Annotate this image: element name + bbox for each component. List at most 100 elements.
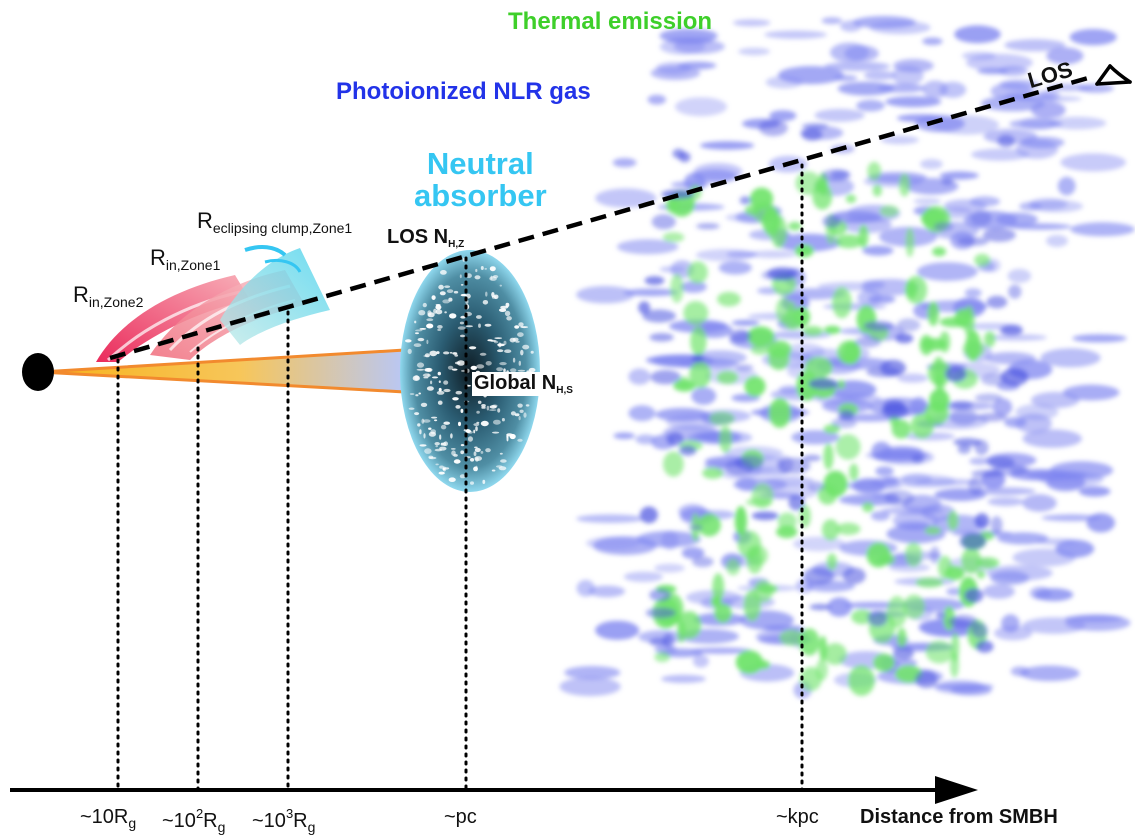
nlr-cloud-blob xyxy=(997,66,1028,77)
absorber-speckle xyxy=(428,427,432,430)
nlr-cloud-blob xyxy=(779,288,846,300)
thermal-cloud-blob xyxy=(702,467,724,479)
nlr-dense-blob xyxy=(976,412,1008,422)
absorber-speckle xyxy=(456,360,465,366)
thermal-cloud-blob xyxy=(950,652,959,678)
absorber-speckle xyxy=(499,284,502,287)
absorber-speckle xyxy=(467,436,473,442)
r-in-zone2-main: R xyxy=(73,282,89,307)
nlr-dense-blob xyxy=(644,276,665,286)
nlr-cloud-blob xyxy=(647,94,666,105)
nlr-dense-blob xyxy=(822,215,842,228)
nlr-dense-blob xyxy=(638,301,651,315)
nlr-dense-blob xyxy=(645,607,676,619)
absorber-speckle xyxy=(506,316,512,321)
thermal-cloud-blob xyxy=(654,651,671,663)
absorber-speckle xyxy=(466,273,472,279)
thermal-cloud-blob xyxy=(670,273,684,303)
nlr-cloud-blob xyxy=(900,473,933,486)
nlr-cloud-blob xyxy=(661,530,679,550)
absorber-speckle xyxy=(439,446,447,451)
tick-10rg-text: ~10R xyxy=(80,806,129,828)
thermal-cloud-blob xyxy=(935,373,945,393)
nlr-dense-blob xyxy=(933,221,954,232)
absorber-speckle xyxy=(415,329,423,332)
nlr-cloud-blob xyxy=(655,407,710,422)
tick-1000rg: ~103Rg xyxy=(252,806,315,835)
nlr-cloud-blob xyxy=(1046,234,1068,247)
tick-1000rg-sub: g xyxy=(307,819,316,835)
thermal-cloud-blob xyxy=(821,519,840,541)
nlr-dense-blob xyxy=(884,490,915,506)
absorber-speckle xyxy=(494,337,503,339)
nlr-cloud-blob xyxy=(916,262,978,281)
nlr-dense-blob xyxy=(724,459,754,476)
nlr-dense-blob xyxy=(949,408,978,426)
absorber-speckle xyxy=(439,465,444,469)
absorber-speckle xyxy=(437,325,443,329)
absorber-speckle xyxy=(485,361,492,366)
absorber-speckle xyxy=(450,433,453,439)
absorber-speckle xyxy=(485,448,491,453)
nlr-cloud-blob xyxy=(692,654,709,668)
thermal-cloud-blob xyxy=(836,522,861,536)
nlr-cloud-blob xyxy=(1022,429,1082,448)
tick-1000rg-post: R xyxy=(293,810,308,832)
nlr-cloud-blob xyxy=(1069,28,1117,46)
tick-100rg-post: R xyxy=(203,810,218,832)
nlr-cloud-blob xyxy=(1041,514,1101,522)
absorber-speckle xyxy=(487,339,493,342)
nlr-cloud-blob xyxy=(659,38,706,55)
nlr-cloud-blob xyxy=(695,249,754,262)
absorber-speckle xyxy=(438,387,442,392)
nlr-dense-blob xyxy=(971,469,1004,478)
nlr-dense-blob xyxy=(649,637,669,647)
absorber-speckle xyxy=(443,351,450,355)
thermal-cloud-blob xyxy=(824,325,841,335)
nlr-dense-blob xyxy=(735,364,754,372)
nlr-cloud-blob xyxy=(623,571,664,582)
thermal-cloud-blob xyxy=(962,340,985,358)
absorber-speckle xyxy=(460,284,464,286)
nlr-dense-blob xyxy=(838,409,855,420)
absorber-speckle xyxy=(473,451,477,457)
thermal-cloud-blob xyxy=(947,510,959,531)
absorber-speckle xyxy=(417,423,421,427)
absorber-speckle xyxy=(530,350,534,354)
absorber-speckle xyxy=(477,400,482,404)
nlr-cloud-blob xyxy=(661,674,706,684)
thermal-cloud-blob xyxy=(974,253,991,267)
nlr-cloud-blob xyxy=(612,158,637,168)
thermal-cloud-blob xyxy=(905,542,922,567)
nlr-cloud-blob xyxy=(1046,474,1086,492)
absorber-speckle xyxy=(453,454,458,457)
absorber-speckle xyxy=(440,270,447,275)
nlr-cloud-blob xyxy=(880,135,919,145)
nlr-cloud-blob xyxy=(635,434,656,445)
nlr-dense-blob xyxy=(651,214,676,230)
thermal-cloud-blob xyxy=(779,629,805,646)
nlr-dense-blob xyxy=(758,119,788,137)
nlr-dense-blob xyxy=(642,309,676,323)
absorber-speckle xyxy=(454,354,459,357)
absorber-speckle xyxy=(470,365,477,370)
nlr-dense-blob xyxy=(788,494,805,511)
absorber-speckle xyxy=(435,309,443,315)
nlr-dense-blob xyxy=(678,151,691,163)
absorber-speckle xyxy=(405,339,412,343)
nlr-cloud-blob xyxy=(1064,614,1123,623)
absorber-speckle xyxy=(492,275,499,279)
eye-icon xyxy=(1095,64,1132,86)
nlr-cloud-blob xyxy=(1029,200,1084,213)
nlr-dense-blob xyxy=(1000,368,1029,386)
nlr-cloud-blob xyxy=(997,532,1049,545)
nlr-dense-blob xyxy=(821,169,851,182)
tick-100rg-sub: g xyxy=(217,819,226,835)
nlr-dense-blob xyxy=(688,524,703,531)
thermal-cloud-blob xyxy=(867,161,882,181)
nlr-cloud-blob xyxy=(969,457,990,465)
thermal-cloud-blob xyxy=(849,463,859,481)
nlr-cloud-blob xyxy=(1015,404,1059,420)
los-nhz-main: LOS N xyxy=(387,226,449,248)
thermal-cloud-blob xyxy=(794,244,814,258)
